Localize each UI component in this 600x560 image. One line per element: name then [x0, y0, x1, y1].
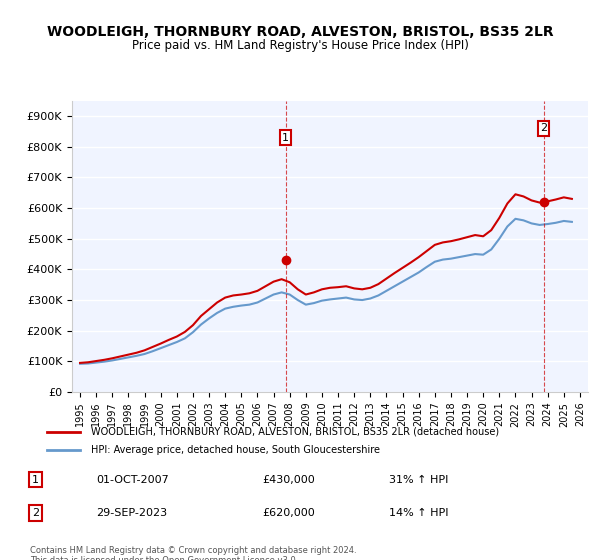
Text: Contains HM Land Registry data © Crown copyright and database right 2024.
This d: Contains HM Land Registry data © Crown c…	[30, 546, 356, 560]
Text: 31% ↑ HPI: 31% ↑ HPI	[389, 474, 448, 484]
Text: £620,000: £620,000	[262, 508, 314, 518]
Text: 2: 2	[540, 123, 547, 133]
Text: Price paid vs. HM Land Registry's House Price Index (HPI): Price paid vs. HM Land Registry's House …	[131, 39, 469, 52]
Text: 01-OCT-2007: 01-OCT-2007	[96, 474, 169, 484]
Text: WOODLEIGH, THORNBURY ROAD, ALVESTON, BRISTOL, BS35 2LR (detached house): WOODLEIGH, THORNBURY ROAD, ALVESTON, BRI…	[91, 427, 499, 437]
Text: 14% ↑ HPI: 14% ↑ HPI	[389, 508, 448, 518]
Text: £430,000: £430,000	[262, 474, 314, 484]
Text: 1: 1	[32, 474, 39, 484]
Text: HPI: Average price, detached house, South Gloucestershire: HPI: Average price, detached house, Sout…	[91, 445, 380, 455]
Text: 29-SEP-2023: 29-SEP-2023	[96, 508, 167, 518]
Text: 1: 1	[282, 133, 289, 143]
Text: 2: 2	[32, 508, 39, 518]
Text: WOODLEIGH, THORNBURY ROAD, ALVESTON, BRISTOL, BS35 2LR: WOODLEIGH, THORNBURY ROAD, ALVESTON, BRI…	[47, 25, 553, 39]
